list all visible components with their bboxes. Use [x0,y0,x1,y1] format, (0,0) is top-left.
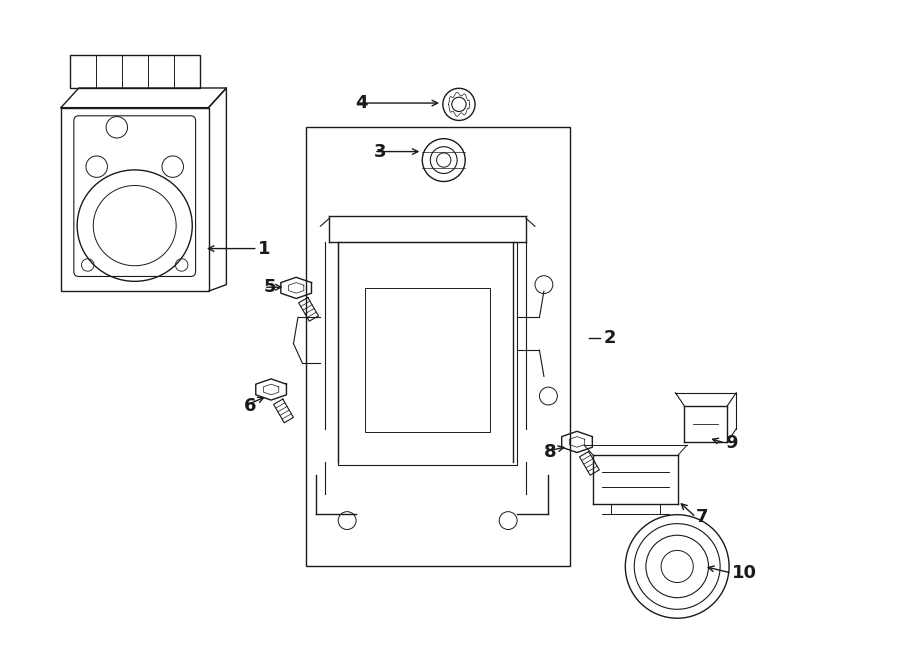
Text: 7: 7 [696,508,708,526]
Bar [61,108,209,292]
Bar [338,242,518,465]
Bar [365,288,491,432]
Text: 6: 6 [244,397,256,415]
Bar [306,128,570,566]
Text: 1: 1 [257,239,270,258]
Bar [70,56,200,88]
Text: 9: 9 [725,434,738,452]
Text: 5: 5 [264,278,276,296]
Text: 3: 3 [374,143,386,161]
Text: 8: 8 [544,443,556,461]
Text: 4: 4 [356,94,368,112]
Text: 10: 10 [732,564,757,582]
Text: 2: 2 [604,329,617,348]
